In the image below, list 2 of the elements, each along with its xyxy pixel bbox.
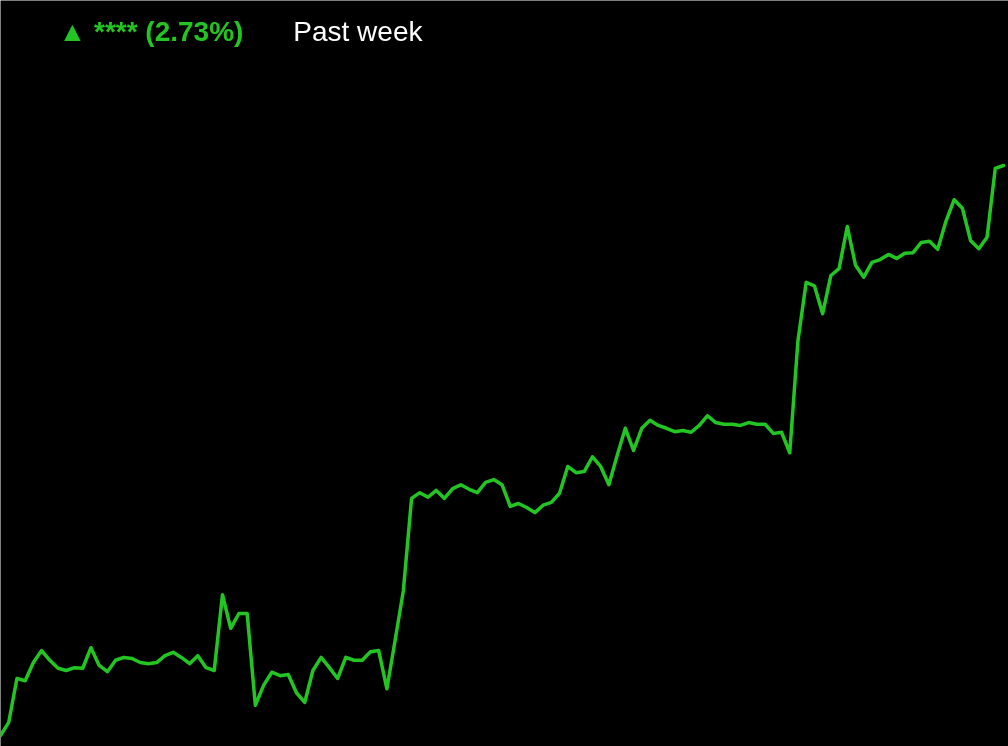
chart-title: ▲ **** (2.73%) <box>58 15 244 47</box>
chart-subtitle: Past week <box>293 15 424 47</box>
